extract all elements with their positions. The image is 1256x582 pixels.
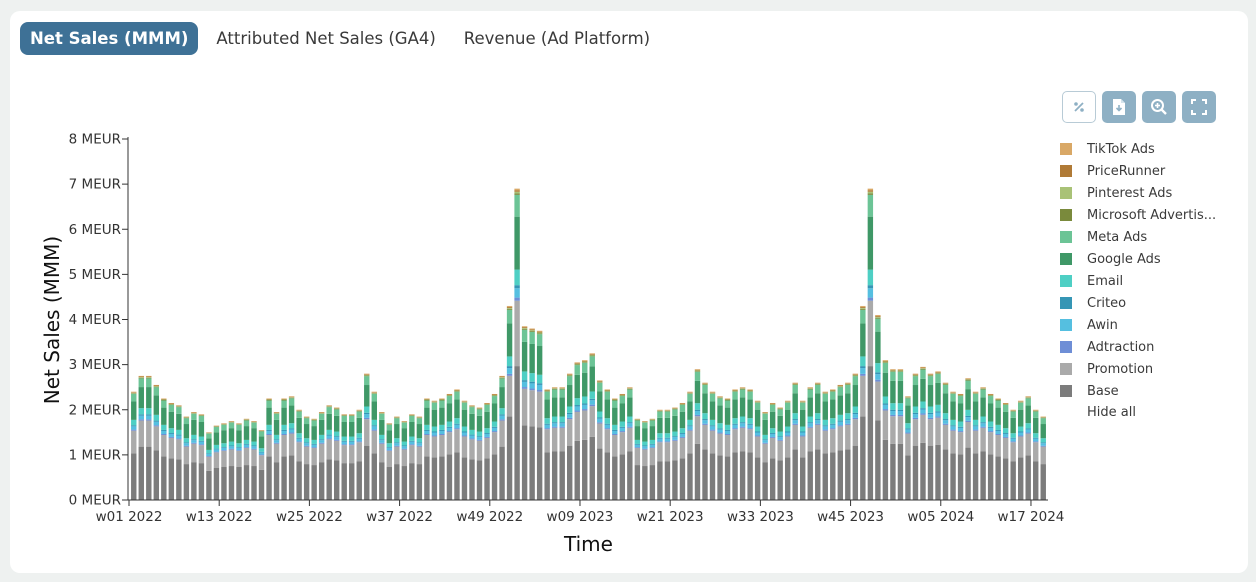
legend-item-google-ads[interactable]: Google Ads [1060, 248, 1216, 270]
expand-icon [1191, 99, 1207, 115]
chart-legend: TikTok Ads PriceRunner Pinterest Ads Mic… [1060, 138, 1216, 424]
legend-swatch [1060, 143, 1072, 155]
export-file-button[interactable] [1102, 91, 1136, 123]
legend-item-adtraction[interactable]: Adtraction [1060, 336, 1216, 358]
legend-label: TikTok Ads [1087, 141, 1155, 157]
legend-label: Base [1087, 383, 1119, 399]
file-download-icon [1113, 99, 1125, 115]
legend-swatch [1060, 363, 1072, 375]
legend-item-awin[interactable]: Awin [1060, 314, 1216, 336]
hide-all-button[interactable]: Hide all [1087, 405, 1136, 420]
legend-swatch [1060, 231, 1072, 243]
percent-toggle-button[interactable] [1062, 91, 1096, 123]
legend-item-criteo[interactable]: Criteo [1060, 292, 1216, 314]
percent-icon [1074, 102, 1084, 112]
legend-item-pricerunner[interactable]: PriceRunner [1060, 160, 1216, 182]
legend-item-promotion[interactable]: Promotion [1060, 358, 1216, 380]
metric-tabs: Net Sales (MMM) Attributed Net Sales (GA… [20, 22, 660, 55]
legend-item-meta-ads[interactable]: Meta Ads [1060, 226, 1216, 248]
legend-label: Pinterest Ads [1087, 185, 1173, 201]
legend-item-pinterest-ads[interactable]: Pinterest Ads [1060, 182, 1216, 204]
legend-swatch [1060, 319, 1072, 331]
legend-label: Adtraction [1087, 339, 1155, 355]
legend-swatch [1060, 187, 1072, 199]
legend-swatch [1060, 385, 1072, 397]
tab-attributed-net-sales-ga4[interactable]: Attributed Net Sales (GA4) [216, 29, 436, 48]
fullscreen-button[interactable] [1182, 91, 1216, 123]
legend-swatch [1060, 297, 1072, 309]
legend-swatch [1060, 275, 1072, 287]
legend-item-microsoft-advertising[interactable]: Microsoft Advertis... [1060, 204, 1216, 226]
legend-label: Email [1087, 273, 1124, 289]
legend-item-email[interactable]: Email [1060, 270, 1216, 292]
legend-label: Google Ads [1087, 251, 1161, 267]
legend-label: Criteo [1087, 295, 1127, 311]
legend-swatch [1060, 253, 1072, 265]
chart-toolbar [1062, 91, 1216, 123]
legend-item-tiktok-ads[interactable]: TikTok Ads [1060, 138, 1216, 160]
legend-label: Awin [1087, 317, 1118, 333]
legend-label: Promotion [1087, 361, 1154, 377]
zoom-button[interactable] [1142, 91, 1176, 123]
legend-label: Microsoft Advertis... [1087, 207, 1217, 223]
tab-net-sales-mmm[interactable]: Net Sales (MMM) [20, 22, 199, 55]
zoom-in-icon [1151, 99, 1167, 115]
legend-swatch [1060, 209, 1072, 221]
legend-label: Meta Ads [1087, 229, 1148, 245]
legend-swatch [1060, 341, 1072, 353]
legend-swatch [1060, 165, 1072, 177]
legend-label: PriceRunner [1087, 163, 1166, 179]
legend-item-base[interactable]: Base [1060, 380, 1216, 402]
tab-revenue-ad-platform[interactable]: Revenue (Ad Platform) [463, 29, 651, 48]
